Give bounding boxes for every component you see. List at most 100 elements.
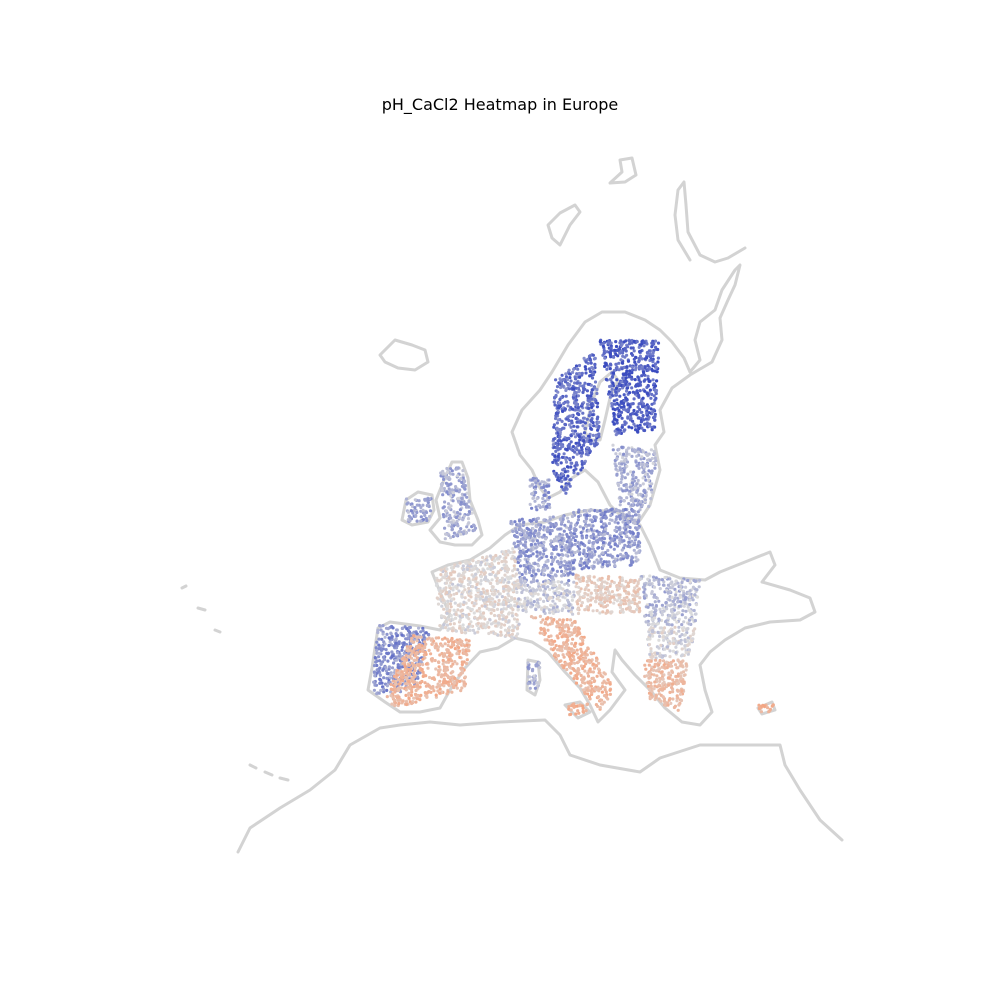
- sample-point: [479, 597, 483, 601]
- sample-point: [462, 514, 466, 518]
- sample-point: [487, 625, 491, 629]
- sample-point: [598, 611, 602, 615]
- sample-point: [648, 652, 652, 657]
- sample-point: [593, 386, 597, 390]
- sample-point: [580, 466, 585, 470]
- sample-point: [578, 579, 582, 584]
- sample-point: [590, 388, 594, 392]
- sample-point: [611, 354, 616, 359]
- sample-point: [587, 576, 591, 580]
- sample-point: [569, 440, 573, 444]
- sample-point: [637, 426, 641, 431]
- sample-point: [490, 562, 494, 566]
- sample-point: [621, 557, 625, 561]
- sample-point: [577, 585, 581, 589]
- sample-point: [514, 572, 519, 576]
- sample-point: [387, 643, 391, 648]
- sample-point: [589, 598, 593, 602]
- sample-point: [644, 472, 648, 476]
- sample-point: [504, 619, 508, 624]
- sample-point: [618, 351, 622, 355]
- sample-point: [636, 543, 640, 548]
- sample-point: [589, 438, 593, 442]
- sample-point: [634, 460, 638, 464]
- sample-point: [532, 588, 536, 592]
- sample-point: [623, 420, 627, 424]
- sample-point: [408, 673, 412, 677]
- sample-point: [538, 588, 543, 592]
- sample-point: [467, 561, 471, 565]
- sample-point: [614, 390, 618, 394]
- sample-point: [375, 668, 379, 672]
- sample-point: [573, 529, 578, 533]
- sample-point: [537, 569, 541, 573]
- sample-point: [592, 565, 596, 569]
- sample-point: [684, 585, 688, 589]
- sample-point: [479, 560, 483, 564]
- sample-point: [654, 345, 658, 349]
- sample-point: [578, 543, 582, 547]
- sample-point: [397, 678, 401, 682]
- sample-point: [638, 484, 642, 488]
- sample-point: [534, 490, 538, 495]
- sample-point: [477, 616, 482, 620]
- sample-point: [555, 569, 560, 574]
- sample-point: [606, 341, 610, 345]
- sample-point: [650, 392, 654, 396]
- sample-point: [433, 658, 437, 663]
- sample-point: [570, 414, 574, 418]
- sample-point: [514, 529, 518, 533]
- sample-point: [424, 642, 428, 646]
- sample-point: [614, 362, 618, 366]
- sample-point: [650, 618, 654, 622]
- sample-point: [660, 610, 665, 614]
- sample-point: [613, 542, 617, 546]
- sample-point: [493, 632, 497, 636]
- sample-point: [643, 378, 647, 382]
- sample-point: [557, 534, 561, 538]
- sample-point: [535, 508, 539, 512]
- sample-point: [646, 605, 650, 609]
- sample-point: [441, 658, 445, 663]
- sample-point: [464, 638, 468, 642]
- sample-point: [408, 518, 412, 523]
- sample-point: [445, 692, 449, 696]
- sample-point: [575, 676, 579, 681]
- sample-point: [603, 551, 608, 555]
- sample-point: [573, 550, 577, 555]
- region-points-ireland: [404, 496, 433, 524]
- sample-point: [446, 602, 450, 606]
- sample-point: [581, 576, 586, 580]
- sample-point: [414, 700, 418, 704]
- sample-point: [628, 485, 632, 489]
- sample-point: [636, 375, 640, 379]
- sample-point: [568, 590, 572, 594]
- sample-point: [440, 651, 444, 656]
- sample-point: [609, 545, 613, 549]
- sample-point: [407, 679, 411, 683]
- sample-point: [637, 466, 641, 470]
- sample-point: [572, 590, 576, 594]
- sample-point: [649, 647, 653, 651]
- sample-point: [680, 623, 684, 627]
- sample-point: [485, 578, 490, 582]
- sample-point: [503, 628, 508, 632]
- sample-point: [591, 532, 596, 537]
- sample-point: [576, 394, 581, 398]
- sample-point: [551, 599, 555, 603]
- sample-point: [530, 574, 534, 578]
- sample-point: [553, 555, 557, 559]
- sample-point: [609, 377, 613, 381]
- sample-point: [443, 573, 447, 577]
- sample-point: [562, 488, 566, 492]
- sample-point: [550, 562, 554, 566]
- sample-point: [665, 603, 669, 607]
- sample-point: [631, 509, 635, 513]
- sample-point: [650, 402, 654, 406]
- sample-point: [434, 636, 438, 640]
- sample-point: [536, 592, 540, 596]
- sample-point: [407, 626, 411, 630]
- sample-point: [617, 382, 622, 386]
- sample-point: [473, 526, 478, 530]
- sample-point: [562, 529, 566, 533]
